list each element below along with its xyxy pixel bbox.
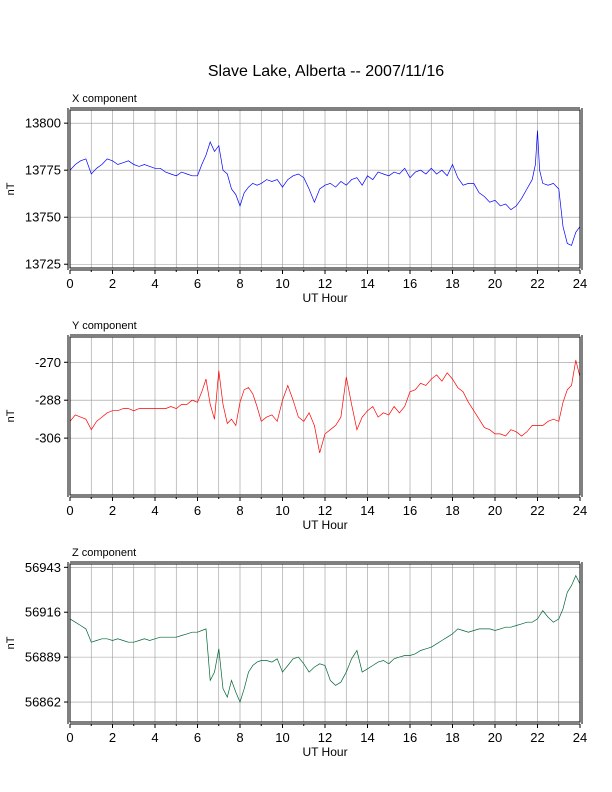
z-x-tick-label: 10 bbox=[275, 730, 289, 745]
y-x-tick-label: 10 bbox=[275, 503, 289, 518]
y-x-tick-label: 14 bbox=[360, 503, 374, 518]
x-y-tick-label: 13725 bbox=[25, 257, 61, 272]
z-x-tick-label: 2 bbox=[109, 730, 116, 745]
y-x-tick-label: 8 bbox=[236, 503, 243, 518]
y-y-tick-label: -270 bbox=[35, 355, 61, 370]
y-x-tick-label: 2 bbox=[109, 503, 116, 518]
x-x-tick-label: 16 bbox=[403, 276, 417, 291]
x-x-tick-label: 24 bbox=[573, 276, 587, 291]
x-x-tick-label: 12 bbox=[318, 276, 332, 291]
x-panel-title: X component bbox=[72, 93, 137, 105]
x-x-tick-label: 2 bbox=[109, 276, 116, 291]
y-x-tick-label: 0 bbox=[66, 503, 73, 518]
z-x-axis-label: UT Hour bbox=[302, 745, 347, 759]
z-y-tick-label: 56889 bbox=[25, 650, 61, 665]
z-x-tick-label: 4 bbox=[151, 730, 158, 745]
z-y-tick-label: 56916 bbox=[25, 605, 61, 620]
y-x-tick-label: 20 bbox=[488, 503, 502, 518]
z-plot-frame bbox=[69, 563, 581, 723]
y-plot-frame bbox=[69, 336, 581, 496]
z-component-panel: 0 2 4 6 8 10 12 14 16 18 20 22 245686256889569165694… bbox=[5, 547, 587, 759]
z-x-tick-label: 20 bbox=[488, 730, 502, 745]
x-x-tick-label: 14 bbox=[360, 276, 374, 291]
y-x-axis-label: UT Hour bbox=[302, 518, 347, 532]
y-y-tick-label: -288 bbox=[35, 393, 61, 408]
z-series-line bbox=[69, 574, 581, 704]
y-x-tick-label: 16 bbox=[403, 503, 417, 518]
y-x-tick-label: 6 bbox=[194, 503, 201, 518]
panels: 0 2 4 6 8 10 12 14 16 18 20 22 241372513750137751380… bbox=[5, 93, 587, 759]
z-panel-title: Z component bbox=[72, 547, 136, 559]
z-y-tick-label: 56862 bbox=[25, 695, 61, 710]
z-x-tick-label: 22 bbox=[530, 730, 544, 745]
y-x-tick-label: 4 bbox=[151, 503, 158, 518]
z-x-tick-label: 6 bbox=[194, 730, 201, 745]
x-x-tick-label: 22 bbox=[530, 276, 544, 291]
x-y-tick-label: 13750 bbox=[25, 210, 61, 225]
y-panel-title: Y component bbox=[72, 320, 137, 332]
x-x-tick-label: 8 bbox=[236, 276, 243, 291]
x-y-axis-label: nT bbox=[5, 182, 17, 195]
y-x-tick-label: 12 bbox=[318, 503, 332, 518]
x-plot-frame bbox=[69, 109, 581, 269]
z-y-axis-label: nT bbox=[5, 636, 17, 649]
z-x-tick-label: 12 bbox=[318, 730, 332, 745]
page-title: Slave Lake, Alberta -- 2007/11/16 bbox=[208, 63, 444, 80]
x-component-panel: 0 2 4 6 8 10 12 14 16 18 20 22 241372513750137751380… bbox=[5, 93, 587, 305]
z-x-tick-label: 0 bbox=[66, 730, 73, 745]
y-x-tick-label: 22 bbox=[530, 503, 544, 518]
z-y-tick-label: 56943 bbox=[25, 560, 61, 575]
y-y-tick-label: -306 bbox=[35, 431, 61, 446]
y-x-tick-label: 18 bbox=[445, 503, 459, 518]
x-x-tick-label: 18 bbox=[445, 276, 459, 291]
y-series-line bbox=[69, 360, 581, 453]
x-x-tick-label: 4 bbox=[151, 276, 158, 291]
x-x-tick-label: 20 bbox=[488, 276, 502, 291]
z-x-tick-label: 14 bbox=[360, 730, 374, 745]
x-x-tick-label: 0 bbox=[66, 276, 73, 291]
x-y-tick-label: 13800 bbox=[25, 116, 61, 131]
x-series-line bbox=[69, 130, 581, 246]
z-x-tick-label: 16 bbox=[403, 730, 417, 745]
y-x-tick-label: 24 bbox=[573, 503, 587, 518]
x-y-tick-label: 13775 bbox=[25, 163, 61, 178]
z-x-tick-label: 8 bbox=[236, 730, 243, 745]
x-x-tick-label: 10 bbox=[275, 276, 289, 291]
y-y-axis-label: nT bbox=[5, 409, 17, 422]
x-x-axis-label: UT Hour bbox=[302, 291, 347, 305]
z-x-tick-label: 24 bbox=[573, 730, 587, 745]
z-x-tick-label: 18 bbox=[445, 730, 459, 745]
x-x-tick-label: 6 bbox=[194, 276, 201, 291]
